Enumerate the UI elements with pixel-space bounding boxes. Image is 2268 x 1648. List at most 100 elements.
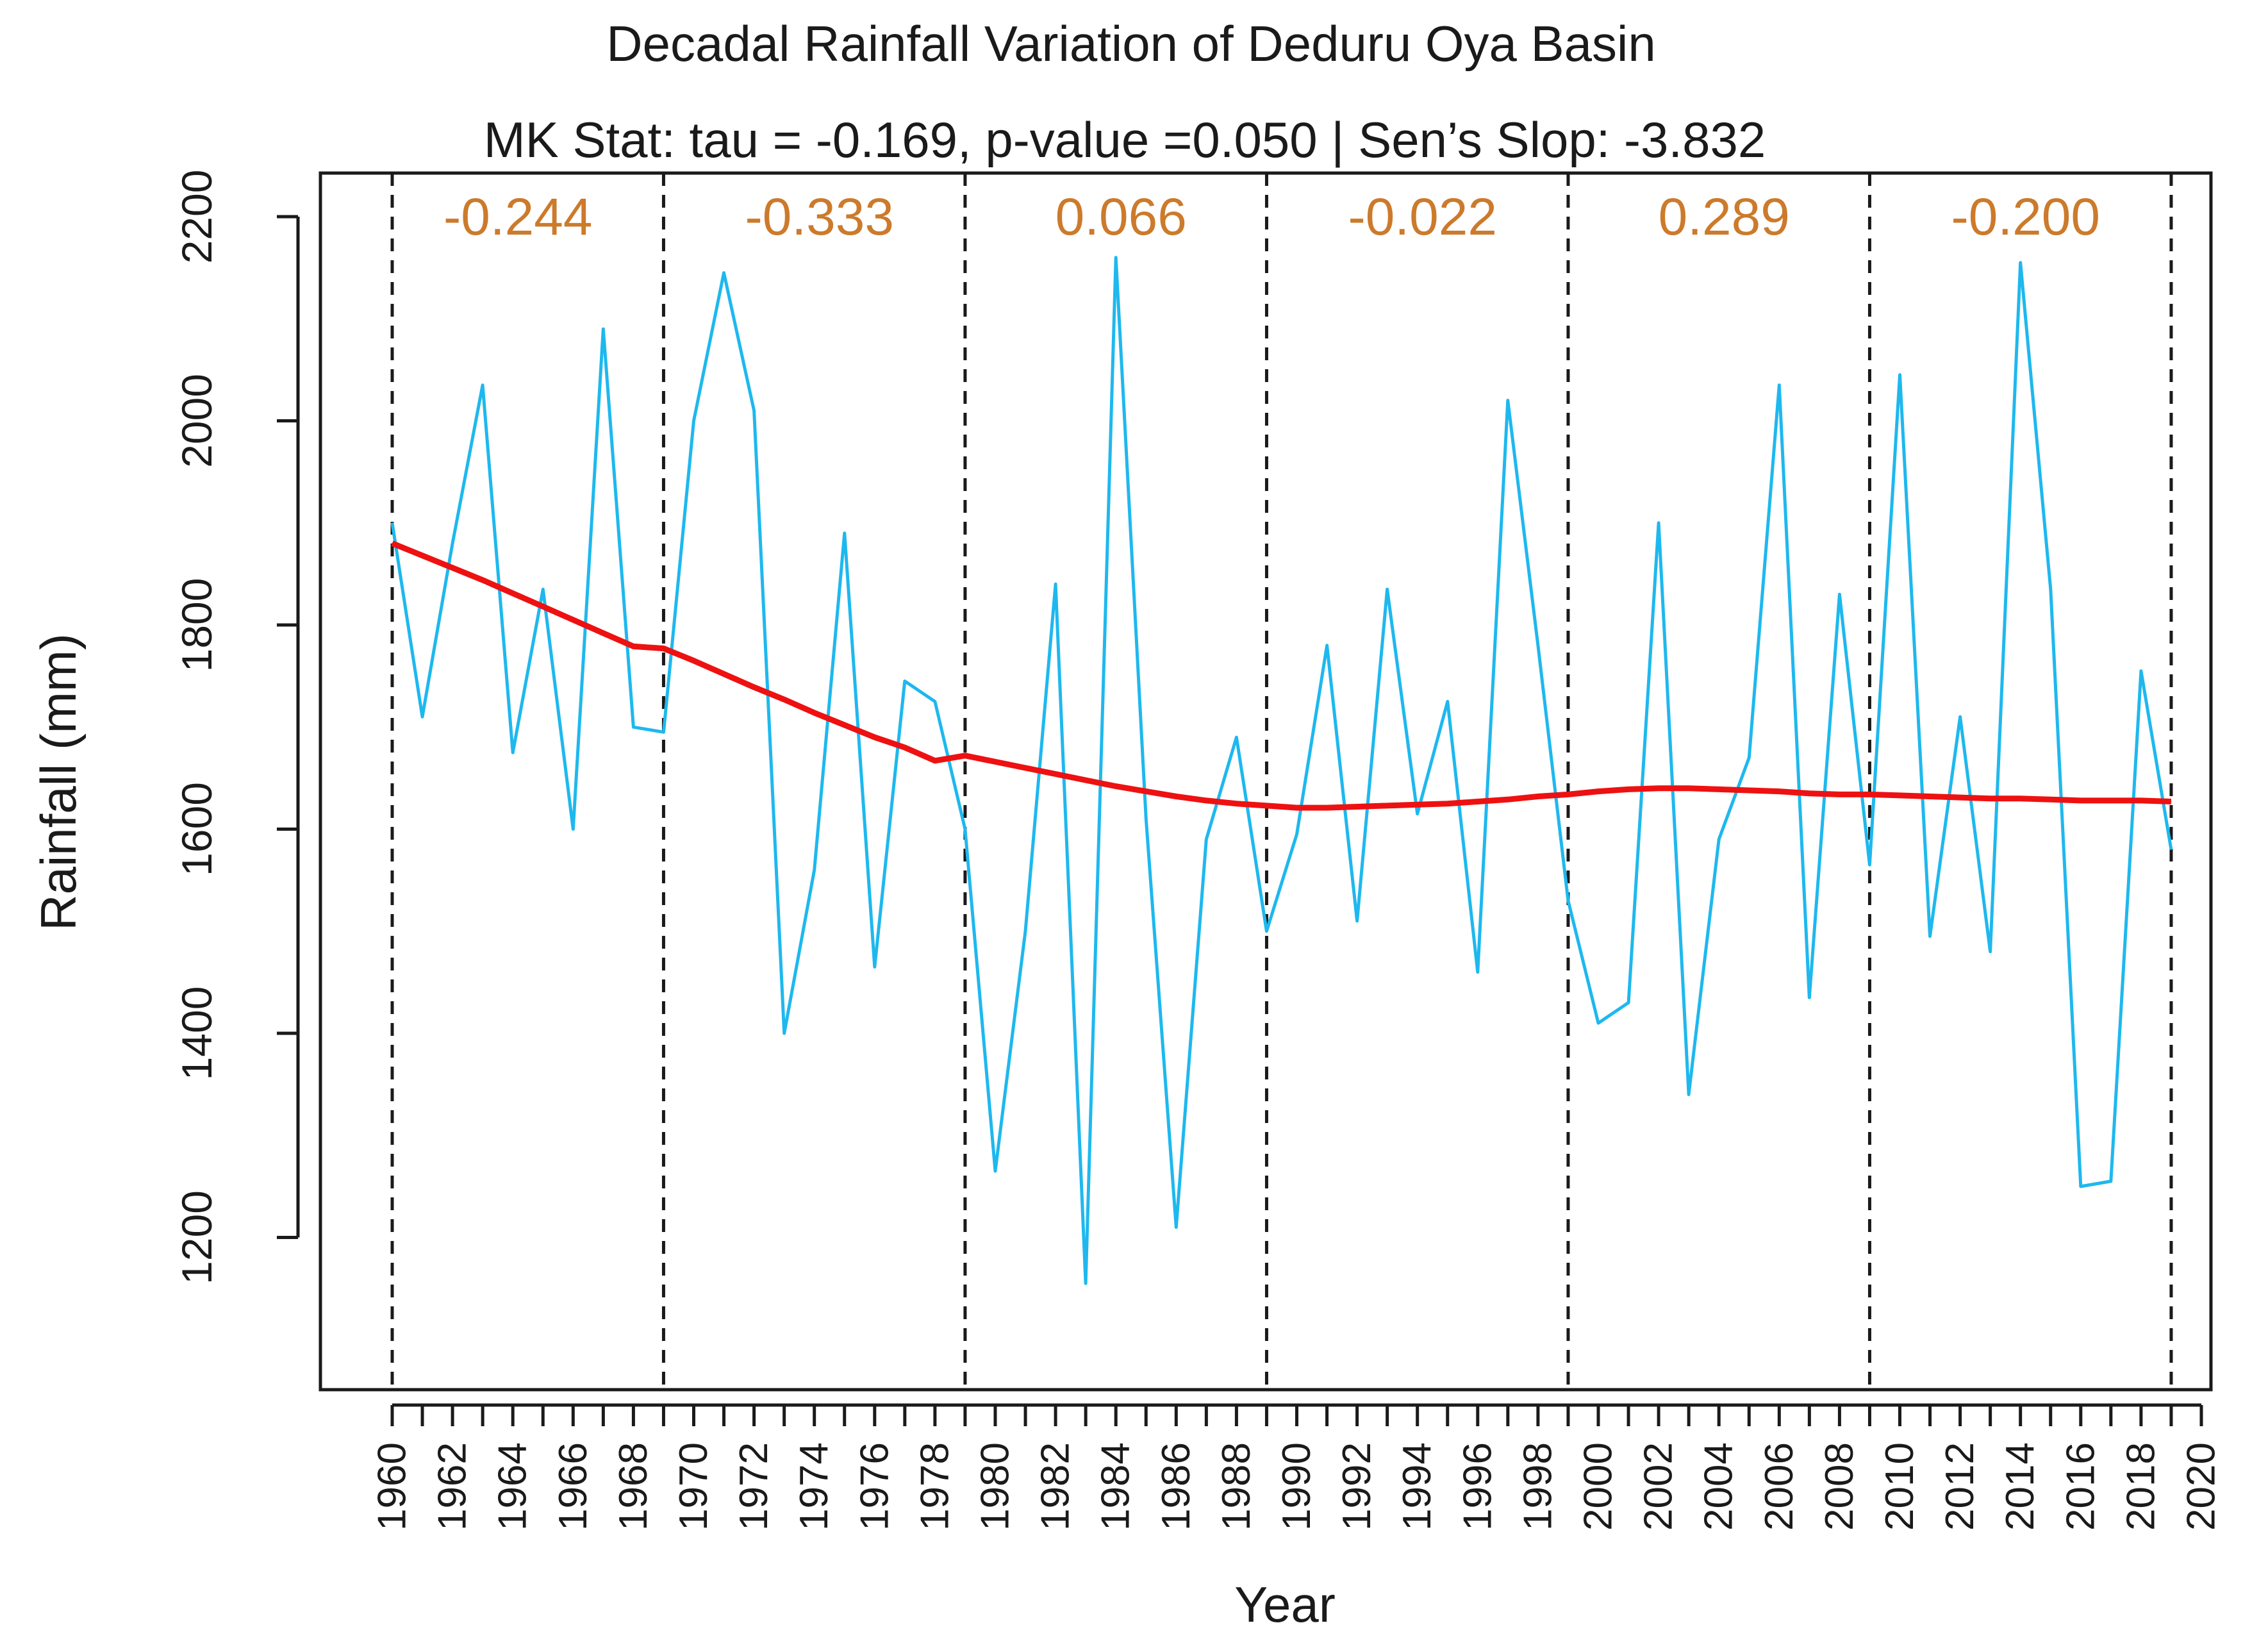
rainfall-point: [1417, 813, 1418, 815]
x-axis-title: Year: [1234, 1576, 1336, 1633]
x-tick-label: 1972: [732, 1442, 776, 1531]
x-tick-label: 1992: [1335, 1442, 1379, 1531]
y-tick-label: 2200: [173, 170, 220, 264]
rainfall-point: [1809, 997, 1810, 998]
trend-point: [693, 660, 695, 662]
x-tick-label: 2012: [1938, 1442, 1982, 1531]
x-tick-label: 2018: [2119, 1442, 2163, 1531]
trend-point: [1537, 795, 1539, 797]
trend-point: [1839, 794, 1840, 795]
x-tick-label: 1984: [1094, 1442, 1138, 1531]
y-tick-label: 1400: [173, 986, 220, 1081]
trend-point: [1778, 790, 1780, 792]
decade-dividers: [390, 173, 2173, 1390]
trend-point: [904, 747, 906, 748]
trend-point: [2050, 799, 2051, 800]
x-tick-label: 2016: [2058, 1442, 2103, 1531]
rainfall-point: [633, 726, 634, 728]
y-tick-label: 1800: [173, 578, 220, 672]
x-tick-label: 1998: [1516, 1442, 1560, 1531]
y-tick-label: 1200: [173, 1190, 220, 1285]
trend-point: [814, 712, 815, 713]
trend-point: [934, 760, 936, 762]
trend-point: [1175, 795, 1177, 797]
trend-point: [1266, 805, 1268, 806]
x-tick-label: 1976: [852, 1442, 897, 1531]
rainfall-point: [693, 420, 695, 422]
x-tick-label: 1962: [431, 1442, 475, 1531]
trend-point: [844, 724, 845, 726]
x-tick-label: 1966: [551, 1442, 595, 1531]
trend-point: [452, 567, 453, 569]
trend-point: [2140, 800, 2142, 801]
x-tick-label: 1990: [1275, 1442, 1319, 1531]
trend-point: [1477, 801, 1478, 803]
trend-point: [633, 645, 634, 647]
trend-point: [1236, 803, 1237, 804]
rainfall-point: [1748, 757, 1750, 758]
decade-tau-label: -0.244: [443, 188, 593, 246]
rainfall-point: [452, 543, 453, 544]
rainfall-point: [934, 701, 936, 703]
x-tick-label: 1988: [1214, 1442, 1259, 1531]
decade-tau-label: 0.066: [1055, 188, 1187, 246]
x-tick-label: 1994: [1395, 1442, 1439, 1531]
x-tick-label: 1964: [491, 1442, 535, 1531]
y-tick-label: 2000: [173, 374, 220, 468]
rainfall-point: [2020, 262, 2021, 263]
chart-title: Decadal Rainfall Variation of Deduru Oya…: [606, 15, 1655, 72]
rainfall-point: [1175, 1226, 1177, 1228]
x-tick-label: 1986: [1154, 1442, 1198, 1531]
decade-tau-labels: -0.244 -0.333 0.066 -0.022 0.289 -0.200: [443, 188, 2100, 246]
decade-tau-label: -0.022: [1348, 188, 1497, 246]
x-tick-label: 2000: [1577, 1442, 1621, 1531]
rainfall-point: [2140, 670, 2142, 672]
x-tick-label: 2006: [1757, 1442, 1801, 1531]
trend-point: [1809, 793, 1810, 794]
x-tick-label: 2020: [2180, 1442, 2224, 1531]
x-tick-label: 2010: [1878, 1442, 1922, 1531]
rainfall-point: [663, 731, 665, 733]
x-tick-label: 1980: [973, 1442, 1018, 1531]
y-axis: 1200 1400 1600 1800 2000 2200: [173, 170, 300, 1285]
trend-point: [1417, 804, 1418, 805]
rainfall-point: [1839, 594, 1840, 595]
trend-point: [964, 755, 966, 756]
decade-tau-label: -0.200: [1951, 188, 2100, 246]
trend-point: [1296, 807, 1298, 808]
x-tick-label: 1996: [1455, 1442, 1500, 1531]
trend-point: [2080, 800, 2082, 801]
trend-point: [1205, 800, 1207, 801]
trend-point: [1507, 799, 1509, 800]
trend-point: [874, 737, 875, 738]
x-tick-label: 1968: [611, 1442, 656, 1531]
rainfall-point: [2050, 588, 2051, 590]
x-axis: 1960 1962 1964 1966 1968 1970 1972 1974 1976 1978…: [370, 1403, 2224, 1531]
x-tick-label: 2004: [1697, 1442, 1741, 1531]
trend-point: [2020, 798, 2021, 799]
x-tick-label: 1970: [672, 1442, 716, 1531]
x-tick-label: 1978: [913, 1442, 957, 1531]
x-tick-label: 2002: [1637, 1442, 1681, 1531]
y-tick-label: 1600: [173, 782, 220, 876]
trend-point: [1990, 798, 1991, 799]
trend-point: [572, 619, 574, 620]
rainfall-point: [1205, 838, 1207, 840]
decade-tau-label: -0.333: [745, 188, 894, 246]
trend-point: [663, 648, 665, 649]
decade-tau-label: 0.289: [1659, 188, 1790, 246]
trend-point: [1447, 803, 1448, 804]
x-tick-label: 2014: [1998, 1442, 2042, 1531]
x-tick-label: 2008: [1817, 1442, 1862, 1531]
trend-point: [2110, 800, 2112, 801]
chart-subtitle: MK Stat: tau = -0.169, p-value =0.050 | …: [484, 112, 1766, 168]
trend-point: [1869, 794, 1871, 795]
rainfall-point: [1990, 951, 1991, 953]
trend-line: [391, 540, 2172, 811]
x-tick-label: 1982: [1034, 1442, 1078, 1531]
rainfall-line: [390, 256, 2173, 1285]
rainfall-point: [1507, 400, 1509, 401]
x-tick-label: 1974: [792, 1442, 836, 1531]
rainfall-point: [1236, 737, 1237, 738]
